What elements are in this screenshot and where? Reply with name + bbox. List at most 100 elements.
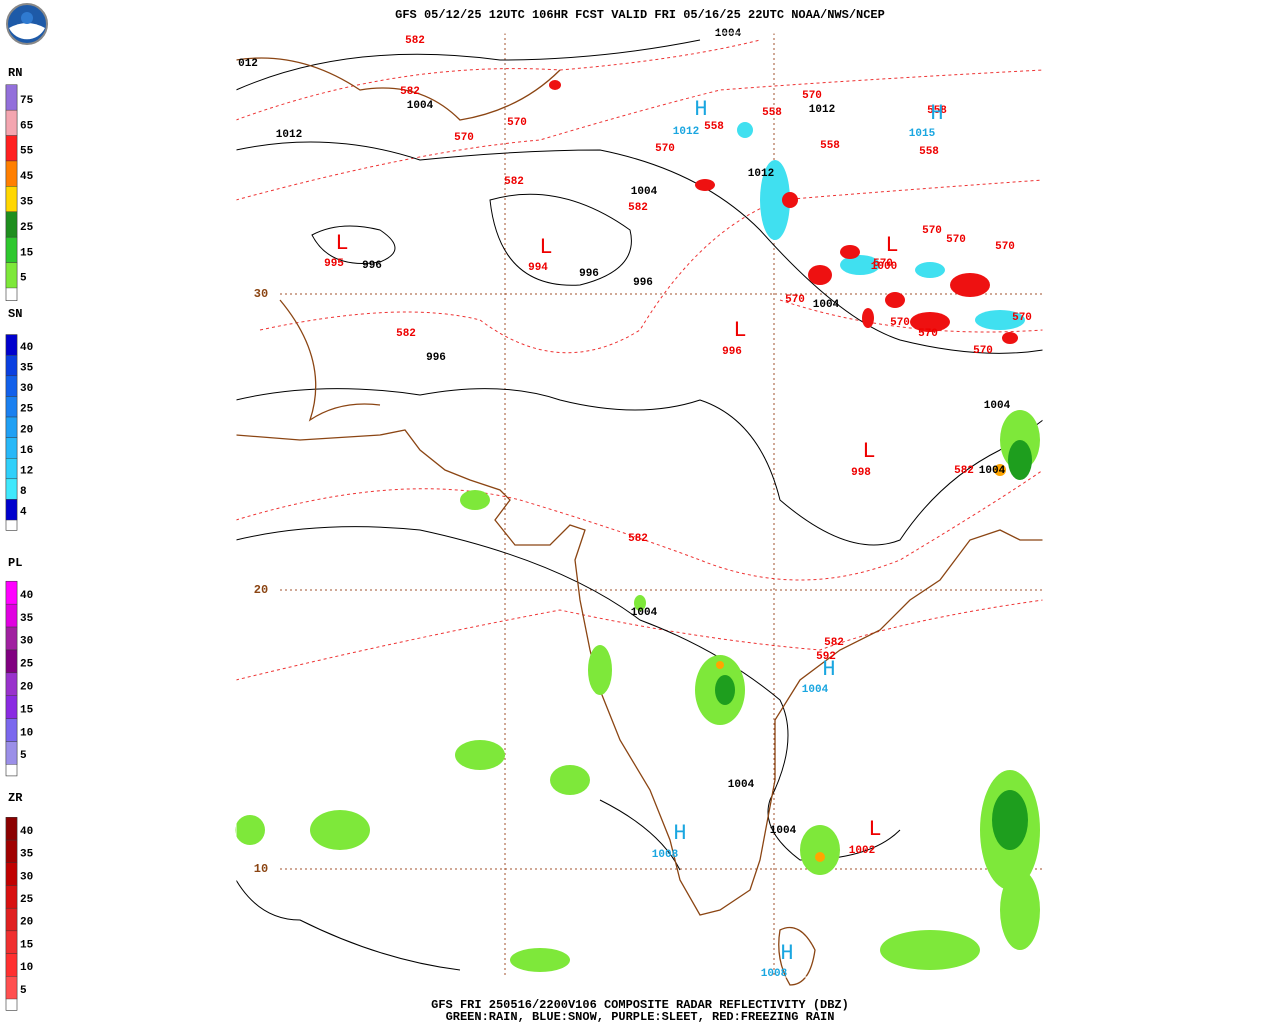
legend-swatch bbox=[5, 135, 18, 162]
legend-swatch bbox=[5, 649, 18, 674]
contour-label: 582 bbox=[405, 35, 425, 47]
legend-tick-label: 25 bbox=[20, 404, 34, 416]
legend-swatch bbox=[5, 396, 18, 418]
legend-swatch bbox=[5, 375, 18, 397]
contour-label: 1004 bbox=[631, 186, 658, 198]
pressure-center: L bbox=[868, 817, 881, 842]
legend-tick-label: 15 bbox=[20, 939, 34, 951]
legend-tick-label: 25 bbox=[20, 894, 34, 906]
contour-label: 996 bbox=[579, 268, 599, 280]
contour-label: 570 bbox=[922, 225, 942, 237]
contour-label: 558 bbox=[704, 121, 724, 133]
legend-swatch bbox=[5, 355, 18, 377]
pressure-center: L bbox=[862, 439, 875, 464]
contour-label: 1002 bbox=[849, 845, 875, 857]
legend-swatch bbox=[5, 817, 18, 841]
map-frame bbox=[235, 32, 1044, 978]
legend-swatch bbox=[5, 84, 18, 111]
contour-label: 995 bbox=[324, 258, 344, 270]
legend-swatch bbox=[5, 262, 18, 289]
legend-swatch bbox=[5, 186, 18, 212]
legend-swatch bbox=[5, 695, 18, 719]
contour-label: 1004 bbox=[631, 607, 658, 619]
contour-label: 570 bbox=[973, 345, 993, 357]
contour-label: 1008 bbox=[652, 849, 679, 861]
legend-swatch bbox=[5, 930, 18, 954]
pressure-center: H bbox=[930, 101, 943, 126]
legend-tick-label: 4 bbox=[20, 507, 27, 519]
legend-swatch bbox=[5, 862, 18, 886]
pressure-center: H bbox=[673, 821, 686, 846]
legend-tick-label: 40 bbox=[20, 826, 33, 838]
legend-label: PL bbox=[8, 556, 22, 570]
contour-label: 994 bbox=[528, 262, 548, 274]
legend-tick-label: 15 bbox=[20, 704, 34, 716]
contour-label: 1004 bbox=[728, 779, 755, 791]
contour-label: 1004 bbox=[770, 825, 797, 837]
legend-swatch bbox=[5, 672, 18, 696]
contour-label: 582 bbox=[824, 637, 844, 649]
legend-swatch bbox=[5, 160, 18, 187]
contour-label: 570 bbox=[507, 117, 527, 129]
contour-label: 1004 bbox=[802, 684, 829, 696]
contour-label: 570 bbox=[655, 143, 675, 155]
contour-label: 592 bbox=[816, 651, 836, 663]
contour-label: 1004 bbox=[407, 100, 434, 112]
contour-label: 1012 bbox=[673, 126, 699, 138]
map-area: 30 20 10 582 582 570 570 582 582 570 558 558 570 558 5… bbox=[235, 28, 1044, 986]
contour-label: 1000 bbox=[871, 261, 897, 273]
legend-tick-label: 20 bbox=[20, 917, 33, 929]
legend-tick-label: 10 bbox=[20, 962, 33, 974]
contour-label: 582 bbox=[400, 86, 420, 98]
legend-swatch bbox=[5, 581, 18, 605]
pressure-center: L bbox=[885, 233, 898, 258]
legend-tick-label: 45 bbox=[20, 171, 34, 183]
legend-tick-label: 35 bbox=[20, 613, 34, 625]
contour-label: 1012 bbox=[276, 129, 302, 141]
legend-swatch bbox=[5, 953, 18, 977]
contour-label: 996 bbox=[633, 277, 653, 289]
legend-tick-label: 25 bbox=[20, 659, 34, 671]
map-labels: 30 20 10 582 582 570 570 582 582 570 558 558 570 558 5… bbox=[238, 28, 1032, 980]
legend-tick-label: 55 bbox=[20, 146, 34, 158]
legend-tick-label: 5 bbox=[20, 985, 27, 997]
contour-label: 582 bbox=[628, 533, 648, 545]
map-background bbox=[236, 33, 1043, 977]
legend-tick-label: 5 bbox=[20, 273, 27, 285]
legend-tick-label: 10 bbox=[20, 727, 33, 739]
contour-label: 1004 bbox=[979, 465, 1006, 477]
contour-label: 582 bbox=[628, 202, 648, 214]
contour-label: 996 bbox=[426, 352, 446, 364]
legend-tick-label: 30 bbox=[20, 871, 33, 883]
legend-swatch bbox=[5, 741, 18, 765]
contour-label: 1008 bbox=[761, 968, 788, 980]
contour-label: 996 bbox=[722, 346, 742, 358]
legend-swatch bbox=[5, 236, 18, 263]
footer-line: GFS FRI 250516/2200V106 COMPOSITE RADAR … bbox=[431, 998, 849, 1012]
legend-tick-label: 20 bbox=[20, 424, 33, 436]
contour-label: 1004 bbox=[813, 299, 840, 311]
legend-swatch bbox=[5, 458, 18, 480]
contour-label: 570 bbox=[946, 234, 966, 246]
legend-tick-label: 25 bbox=[20, 222, 34, 234]
legend-swatch bbox=[5, 885, 18, 909]
contour-label: 570 bbox=[890, 317, 910, 329]
legend-swatch bbox=[5, 603, 18, 628]
legend-tick-label: 8 bbox=[20, 486, 27, 498]
pressure-center: L bbox=[733, 318, 746, 343]
coastlines bbox=[235, 57, 1043, 986]
precipitation bbox=[235, 80, 1040, 972]
contour-label: 1004 bbox=[715, 28, 742, 40]
legend-tick-label: 40 bbox=[20, 342, 33, 354]
graticule bbox=[280, 33, 1043, 977]
legend-tick-label: 75 bbox=[20, 95, 34, 107]
legend-swatch bbox=[5, 626, 18, 651]
contour-label: 570 bbox=[1012, 312, 1032, 324]
legend-swatch bbox=[5, 907, 18, 932]
pressure-center: H bbox=[822, 657, 835, 682]
legend-swatch bbox=[5, 211, 18, 238]
contour-label: 1012 bbox=[809, 104, 835, 116]
contour-label: 558 bbox=[927, 105, 947, 117]
contour-label: 558 bbox=[820, 140, 840, 152]
